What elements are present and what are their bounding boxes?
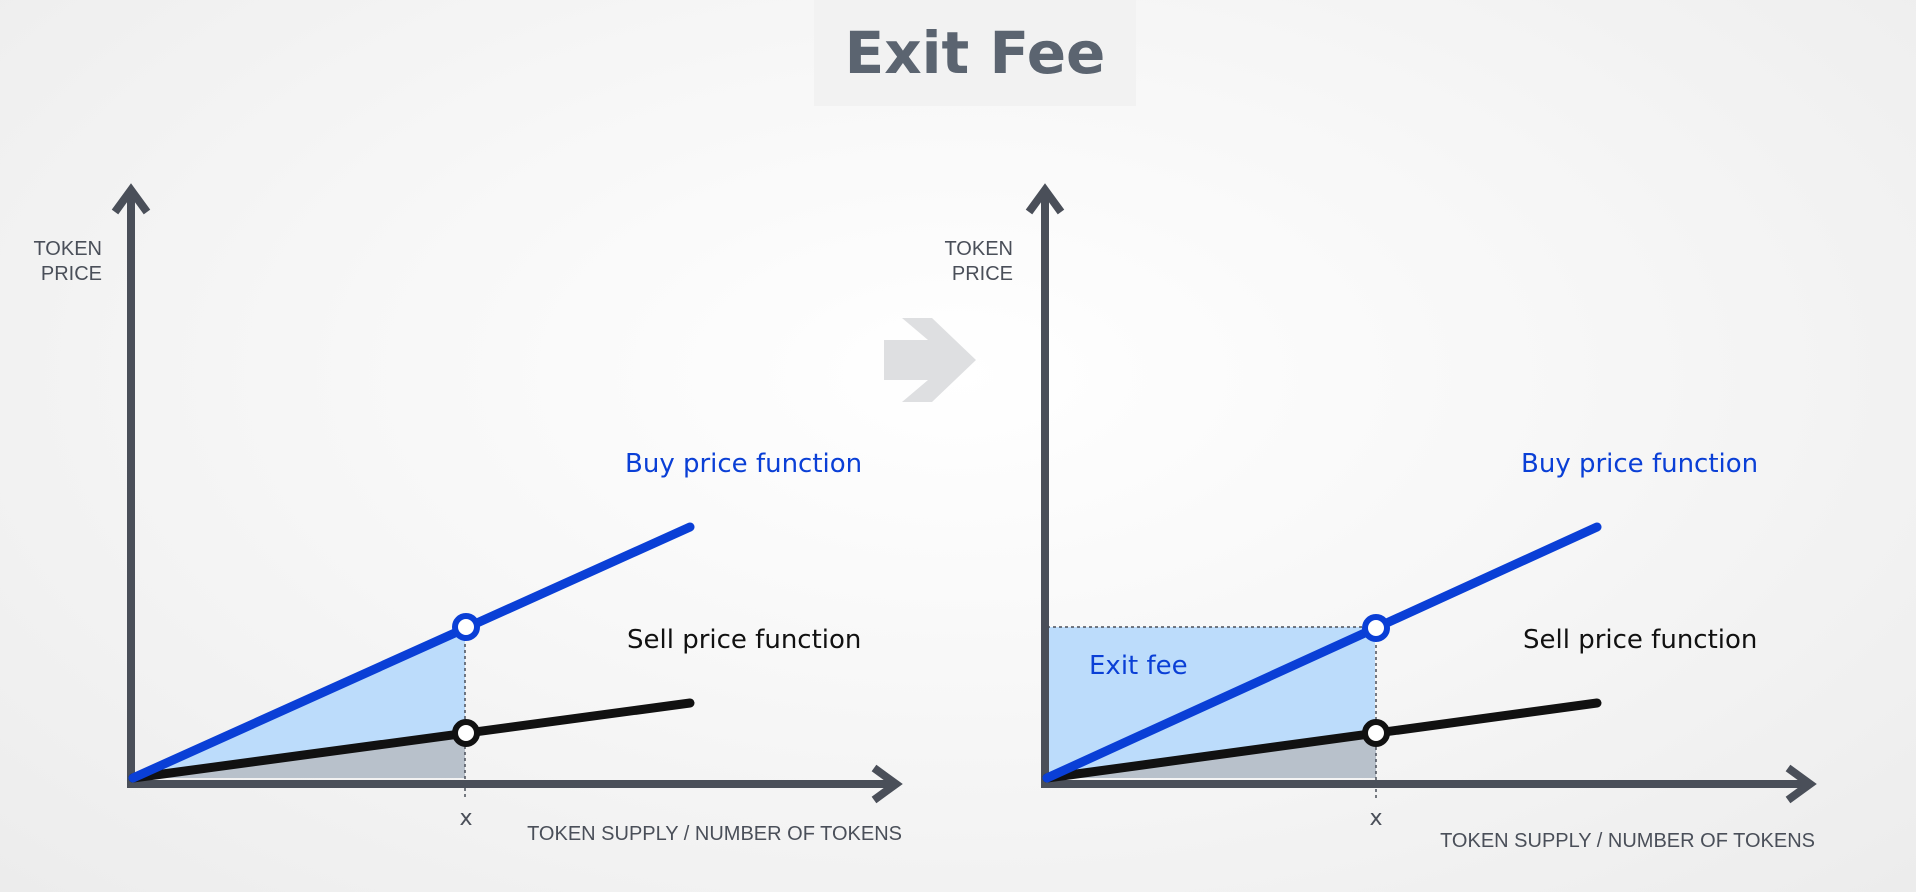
exit-fee-label: Exit fee bbox=[1089, 651, 1188, 681]
buy-price-label: Buy price function bbox=[625, 449, 862, 479]
y-axis-label-line1: TOKEN bbox=[33, 238, 102, 260]
sell-price-label: Sell price function bbox=[627, 625, 861, 655]
page-title: Exit Fee bbox=[844, 19, 1106, 87]
sell-price-line bbox=[1042, 698, 1602, 783]
sell-point bbox=[452, 719, 480, 747]
sell-price-line bbox=[128, 698, 695, 783]
buy-price-label: Buy price function bbox=[1521, 449, 1758, 479]
x-axis-arrowhead bbox=[871, 764, 903, 804]
x-axis-label: TOKEN SUPPLY / NUMBER OF TOKENS bbox=[527, 823, 902, 845]
sell-price-label: Sell price function bbox=[1523, 625, 1757, 655]
x-tick-label: x bbox=[1369, 806, 1382, 831]
title-box: Exit Fee bbox=[814, 0, 1136, 106]
y-axis-arrowhead bbox=[111, 183, 151, 215]
left-panel: TOKEN PRICE x TOKEN SUPPLY / NUMBER OF T… bbox=[33, 183, 903, 845]
y-axis-label-line2: PRICE bbox=[952, 263, 1013, 285]
buy-point bbox=[1362, 614, 1390, 642]
right-panel: TOKEN PRICE x TOKEN SUPPLY / NUMBER OF T… bbox=[944, 183, 1817, 852]
sell-point bbox=[1362, 719, 1390, 747]
y-axis-label-line1: TOKEN bbox=[944, 238, 1013, 260]
x-axis-label: TOKEN SUPPLY / NUMBER OF TOKENS bbox=[1440, 830, 1815, 852]
buy-price-line bbox=[1042, 522, 1602, 783]
y-axis-arrowhead bbox=[1025, 183, 1065, 215]
right-arrow-icon bbox=[884, 318, 976, 402]
y-axis-label-line2: PRICE bbox=[41, 263, 102, 285]
x-axis-arrowhead bbox=[1785, 764, 1817, 804]
x-tick-label: x bbox=[459, 806, 472, 831]
buy-price-line bbox=[128, 522, 695, 783]
buy-point bbox=[452, 613, 480, 641]
